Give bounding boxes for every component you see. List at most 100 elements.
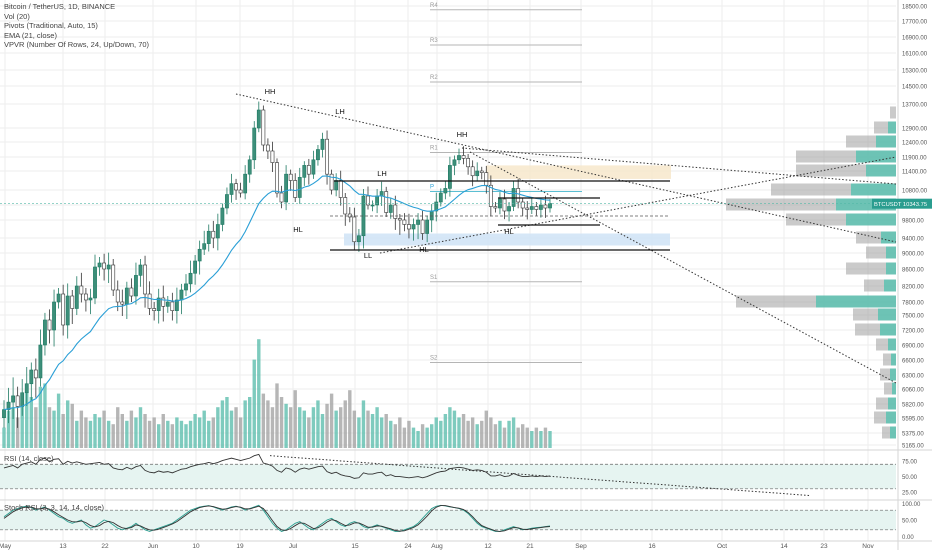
candle-body — [397, 218, 402, 221]
vpvr-down — [880, 368, 890, 381]
vpvr-down — [856, 231, 881, 244]
volume-bar — [375, 407, 379, 448]
candle-body — [15, 395, 20, 407]
volume-bar — [238, 417, 243, 448]
price-tick: 6900.00 — [902, 344, 924, 350]
volume-bar — [243, 400, 247, 448]
candle-body — [152, 308, 157, 311]
candle-body — [211, 230, 216, 239]
candle-body — [538, 204, 543, 210]
volume-bar — [366, 410, 370, 448]
volume-bar — [516, 427, 520, 448]
candle-body — [507, 206, 511, 212]
volume-bar — [498, 420, 502, 448]
time-tick: 12 — [484, 543, 492, 550]
vpvr-up — [816, 295, 896, 308]
vpvr-up — [888, 397, 896, 410]
vol-legend[interactable]: Vol (20) — [4, 11, 30, 21]
volume-bar — [170, 424, 175, 448]
candle-body — [138, 264, 143, 276]
candle-body — [402, 219, 407, 225]
price-tick: 11400.00 — [902, 170, 927, 176]
pivot-label: R1 — [430, 146, 438, 152]
resistance-zone — [486, 165, 671, 179]
candle-body — [79, 285, 84, 295]
candle-body — [97, 262, 102, 268]
volume-bar — [320, 414, 325, 448]
time-tick: 14 — [780, 543, 788, 550]
stoch-legend[interactable]: Stoch RSI (3, 3, 14, 14, close) — [4, 503, 105, 512]
volume-bar — [339, 407, 343, 448]
volume-bar — [216, 407, 220, 448]
trend-drawings — [0, 93, 897, 384]
candle-body — [115, 289, 120, 303]
candle-body — [329, 173, 334, 191]
volume-bar — [11, 407, 15, 448]
volume-bar — [161, 414, 165, 448]
candle-body — [297, 177, 302, 198]
candle-body — [320, 138, 325, 150]
candle-body — [279, 192, 284, 203]
price-tick: 16100.00 — [902, 52, 928, 58]
candle-body — [52, 301, 56, 331]
stoch-rsi-pane: 100.00 50.00 0.00 — [0, 502, 921, 541]
time-tick: 15 — [351, 543, 359, 550]
pivots-legend[interactable]: Pivots (Traditional, Auto, 15) — [4, 21, 98, 30]
price-tick: 17700.00 — [902, 20, 928, 26]
pivot-levels: R4 R3 R2 R1 P S1 S2 — [430, 3, 582, 363]
volume-bar — [448, 407, 452, 448]
candle-body — [124, 287, 129, 305]
volume-bar — [120, 414, 124, 448]
vpvr-down — [866, 246, 886, 259]
volume-bar — [234, 407, 238, 448]
volume-bar — [502, 427, 507, 448]
candle-body — [438, 192, 443, 203]
candle-body — [261, 109, 266, 146]
price-tick: 7500.00 — [902, 314, 924, 320]
rsi-legend[interactable]: RSI (14, close) — [4, 454, 54, 463]
vpvr-up — [880, 323, 896, 336]
volume-bar — [252, 359, 256, 448]
candle-body — [370, 204, 375, 207]
volume-bar — [393, 424, 397, 448]
price-tick: 16900.00 — [902, 36, 928, 42]
trendline-resistance — [461, 147, 897, 185]
candle-body — [24, 383, 29, 394]
ema-21-line — [3, 175, 551, 411]
volume-bar — [125, 420, 129, 448]
candle-body — [206, 230, 211, 244]
vpvr-down — [876, 338, 888, 351]
price-tick: 8600.00 — [902, 268, 924, 274]
candle-body — [170, 301, 175, 311]
candle-body — [161, 297, 166, 307]
symbol-title[interactable]: Bitcoin / TetherUS, 1D, BINANCE — [4, 2, 116, 11]
time-tick: Jun — [148, 543, 159, 550]
candle-body — [302, 165, 307, 178]
vpvr-down — [874, 411, 886, 424]
price-tick: 7200.00 — [902, 329, 924, 335]
time-tick: 23 — [820, 543, 828, 550]
candle-body — [2, 409, 6, 418]
candle-body — [252, 127, 257, 161]
vpvr-up — [851, 183, 896, 196]
volume-bar — [43, 383, 47, 448]
price-tick: 6060.00 — [902, 388, 924, 394]
price-tick: 5820.00 — [902, 403, 924, 409]
volume-bar — [257, 339, 261, 448]
candle-body — [156, 297, 161, 311]
pivot-label: S2 — [430, 356, 438, 362]
vpvr-legend[interactable]: VPVR (Number Of Rows, 24, Up/Down, 70) — [4, 40, 150, 49]
price-tick: 9800.00 — [902, 219, 924, 225]
vpvr-down — [890, 106, 896, 119]
volume-bar — [370, 414, 375, 448]
candle-body — [416, 219, 420, 225]
candle-body — [311, 159, 316, 175]
ema-legend[interactable]: EMA (21, close) — [4, 30, 57, 40]
vpvr-up — [888, 121, 896, 134]
candle-body — [129, 287, 134, 297]
vpvr-down — [874, 121, 888, 134]
swing-label: HL — [419, 245, 429, 254]
price-tick: 18500.00 — [902, 5, 928, 11]
